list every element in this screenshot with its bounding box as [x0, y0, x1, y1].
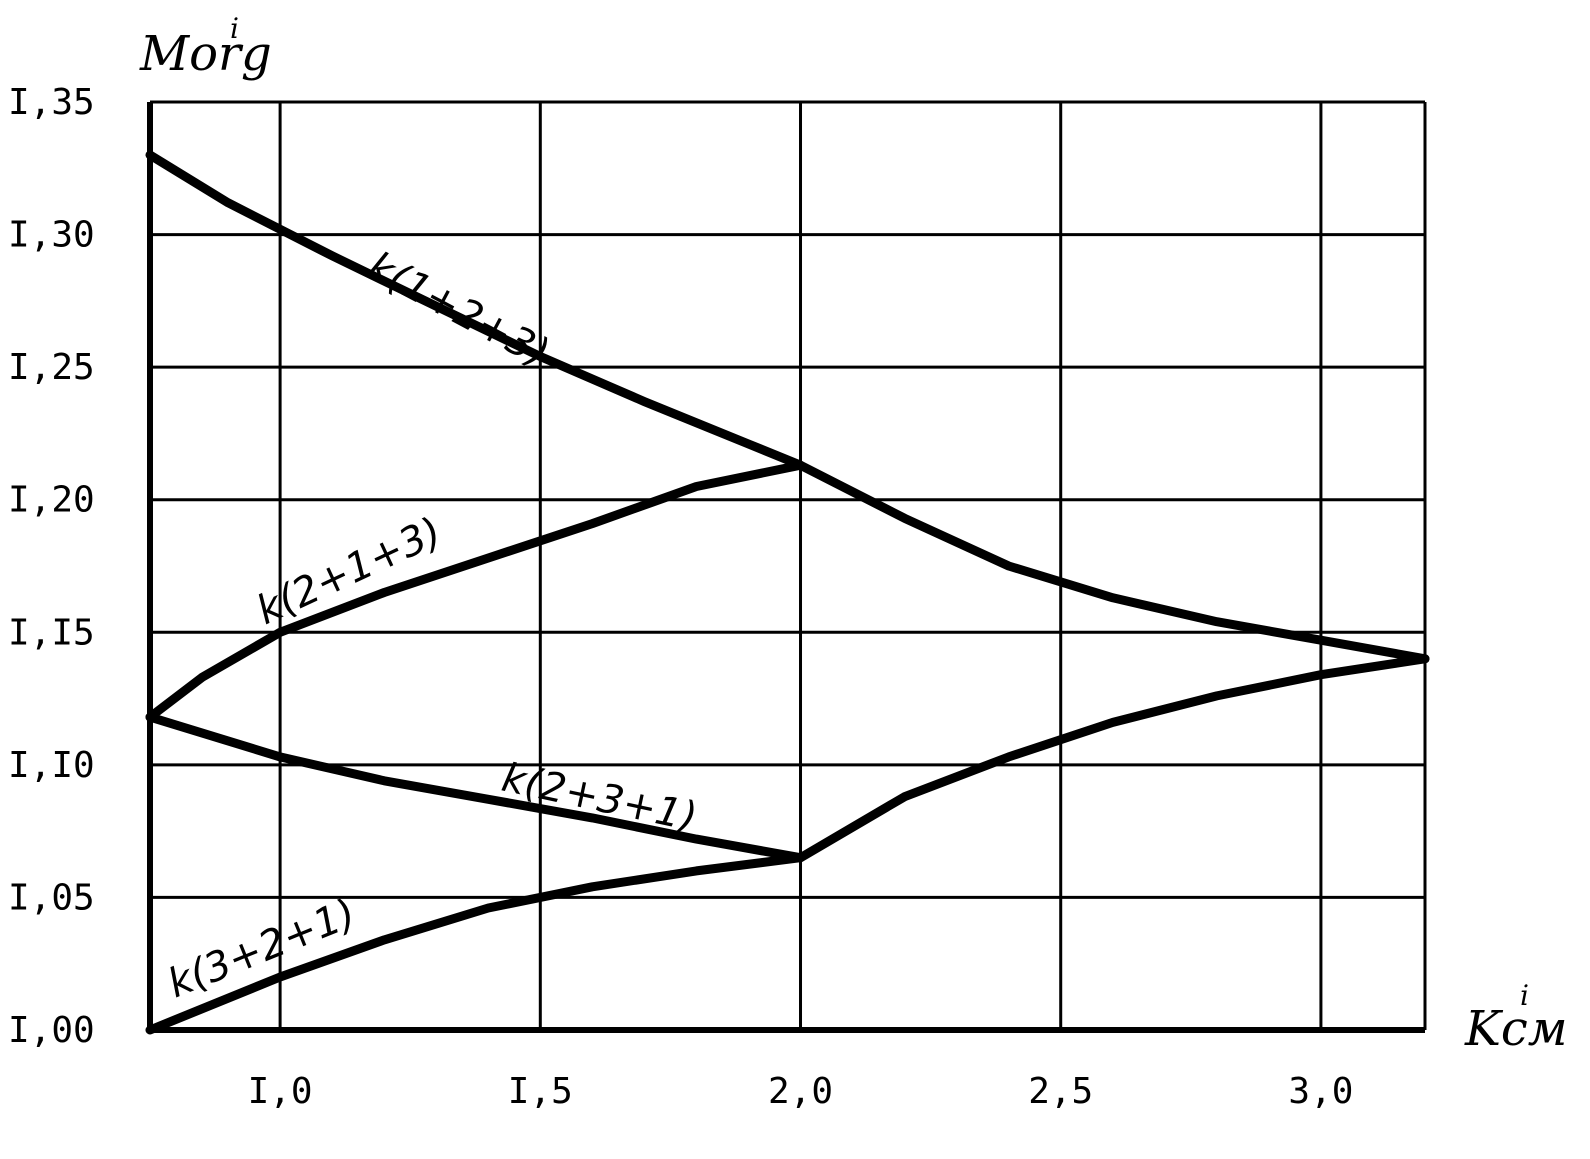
y-tick-labels: I,00 I,05 I,I0 I,I5 I,20 I,25 I,30 I,35 — [8, 82, 95, 1051]
x-tick-label: 2,5 — [1028, 1071, 1093, 1112]
series-label-3: k(2+3+1) — [498, 755, 701, 841]
series-label-4: k(3+2+1) — [162, 891, 363, 1008]
series-labels: k(1+2+3)k(2+1+3)k(2+3+1)k(3+2+1) — [162, 243, 701, 1007]
series-line-4 — [145, 654, 1430, 1035]
x-tick-labels: I,0 I,5 2,0 2,5 3,0 — [248, 1071, 1354, 1112]
y-tick-label: I,20 — [8, 480, 95, 521]
y-axis-title-superscript: i — [230, 12, 239, 45]
plot-frame — [147, 100, 1427, 1033]
y-tick-label: I,35 — [8, 82, 95, 123]
x-axis-title-superscript: i — [1520, 979, 1529, 1012]
y-tick-label: I,I0 — [8, 745, 95, 786]
y-axis-title: Morg — [139, 26, 272, 82]
series-line-1 — [145, 150, 1430, 664]
x-tick-label: I,5 — [508, 1071, 573, 1112]
x-tick-label: I,0 — [248, 1071, 313, 1112]
series-line-2 — [145, 460, 805, 722]
y-tick-label: I,I5 — [8, 612, 95, 653]
x-axis-title: Kсм — [1464, 1001, 1568, 1057]
series-label-1: k(1+2+3) — [360, 243, 556, 376]
series-line-3 — [145, 712, 805, 863]
y-tick-label: I,00 — [8, 1010, 95, 1051]
x-tick-label: 3,0 — [1288, 1071, 1353, 1112]
series-lines — [145, 150, 1430, 1035]
y-tick-label: I,05 — [8, 877, 95, 918]
y-tick-label: I,30 — [8, 215, 95, 256]
y-tick-label: I,25 — [8, 347, 95, 388]
x-tick-label: 2,0 — [768, 1071, 833, 1112]
grid — [150, 100, 1425, 1032]
